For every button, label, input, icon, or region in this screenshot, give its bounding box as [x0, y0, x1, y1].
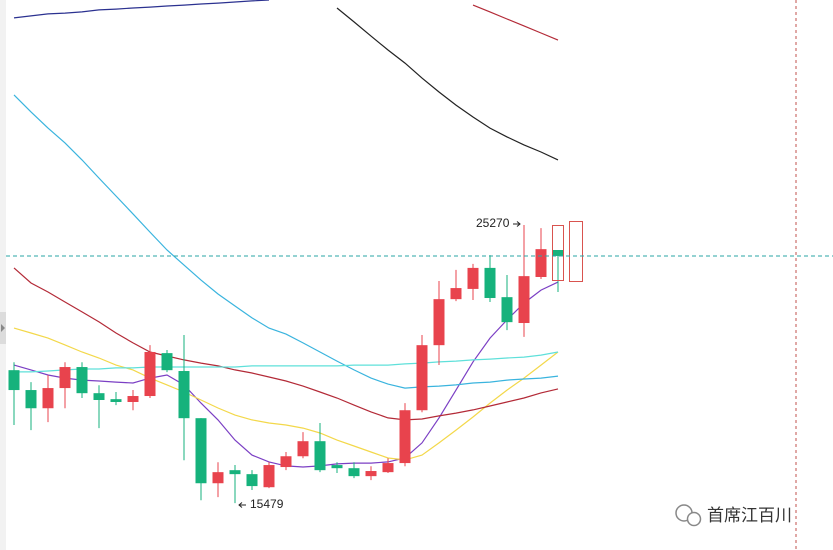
candle-body	[399, 410, 411, 464]
candle-body	[76, 367, 88, 394]
candle-body	[416, 345, 428, 411]
handle-arrow	[1, 324, 5, 332]
candle-body	[8, 370, 20, 391]
watermark: 首席江百川	[707, 506, 792, 526]
candle-body	[535, 249, 547, 277]
candle-body	[93, 393, 105, 400]
candle-body	[229, 470, 241, 475]
candle-body	[144, 351, 156, 397]
candle-body	[450, 288, 462, 300]
candle-body	[246, 474, 258, 487]
ma-line	[13, 94, 559, 389]
candle-body	[25, 390, 37, 409]
candle-body	[161, 353, 173, 371]
candle-body	[552, 250, 564, 256]
candle-body	[127, 396, 139, 402]
candle-body	[331, 465, 343, 469]
ma-line	[472, 4, 559, 41]
ma-line	[14, 351, 559, 373]
ma-line	[13, 0, 270, 19]
ma-line	[13, 267, 559, 421]
candle-body	[42, 388, 54, 409]
candles	[8, 225, 564, 504]
candle-body	[297, 441, 309, 457]
projection-box	[569, 221, 583, 282]
candle-body	[467, 267, 479, 289]
left-strip	[0, 0, 6, 550]
candle-body	[501, 297, 513, 323]
candle-body	[382, 463, 394, 473]
candle-body	[348, 468, 360, 477]
candle-body	[280, 456, 292, 468]
low-arrow	[238, 502, 246, 508]
candle-body	[195, 418, 207, 484]
ma-line	[13, 281, 559, 468]
ma-line	[13, 327, 559, 461]
candle-body	[263, 465, 275, 488]
candle-body	[110, 399, 122, 402]
candle-body	[178, 371, 190, 419]
candle-body	[59, 367, 71, 389]
candle-body	[518, 276, 530, 324]
current-box	[552, 225, 564, 281]
candle-body	[314, 441, 326, 471]
candle-body	[433, 299, 445, 346]
ma-line	[336, 7, 559, 161]
watermark-icon	[675, 504, 702, 527]
candle-body	[484, 267, 496, 299]
candle-body	[212, 472, 224, 484]
high-arrow	[513, 221, 521, 227]
low-label: 15479	[250, 497, 284, 511]
high-label: 25270	[476, 216, 510, 230]
candle-body	[365, 471, 377, 477]
